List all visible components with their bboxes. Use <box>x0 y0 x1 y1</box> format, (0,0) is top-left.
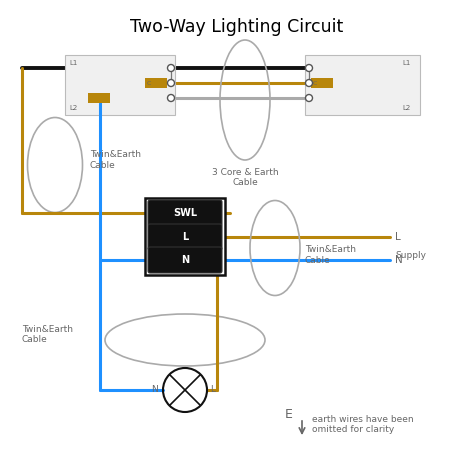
Text: L2: L2 <box>69 105 77 111</box>
Bar <box>311 78 333 88</box>
FancyBboxPatch shape <box>148 224 222 250</box>
Text: earth wires have been
omitted for clarity: earth wires have been omitted for clarit… <box>312 415 414 434</box>
Text: L1: L1 <box>402 60 410 66</box>
Circle shape <box>167 94 174 101</box>
Bar <box>305 55 420 115</box>
Text: N: N <box>395 255 403 265</box>
Text: Supply: Supply <box>395 251 426 260</box>
Circle shape <box>167 80 174 86</box>
Text: Twin&Earth
Cable: Twin&Earth Cable <box>305 246 356 264</box>
Text: L: L <box>182 232 188 242</box>
Circle shape <box>306 64 312 72</box>
Text: N: N <box>151 385 158 394</box>
Bar <box>88 93 110 103</box>
FancyBboxPatch shape <box>148 247 222 273</box>
Text: E: E <box>285 409 293 421</box>
Text: C: C <box>313 81 318 86</box>
Text: L: L <box>210 385 215 394</box>
Text: Twin&Earth
Cable: Twin&Earth Cable <box>22 325 73 345</box>
Circle shape <box>167 64 174 72</box>
Circle shape <box>306 94 312 101</box>
Text: Two-Way Lighting Circuit: Two-Way Lighting Circuit <box>130 18 344 36</box>
FancyBboxPatch shape <box>148 200 222 226</box>
Bar <box>145 78 167 88</box>
Text: C: C <box>147 81 151 86</box>
Text: 3 Core & Earth
Cable: 3 Core & Earth Cable <box>212 168 278 187</box>
Text: L1: L1 <box>69 60 77 66</box>
Circle shape <box>306 80 312 86</box>
Bar <box>145 198 225 275</box>
Bar <box>65 55 175 115</box>
Text: N: N <box>181 255 189 265</box>
Text: L2: L2 <box>402 105 410 111</box>
Text: SWL: SWL <box>173 208 197 218</box>
Text: L: L <box>395 232 401 242</box>
Text: Twin&Earth
Cable: Twin&Earth Cable <box>90 150 141 170</box>
